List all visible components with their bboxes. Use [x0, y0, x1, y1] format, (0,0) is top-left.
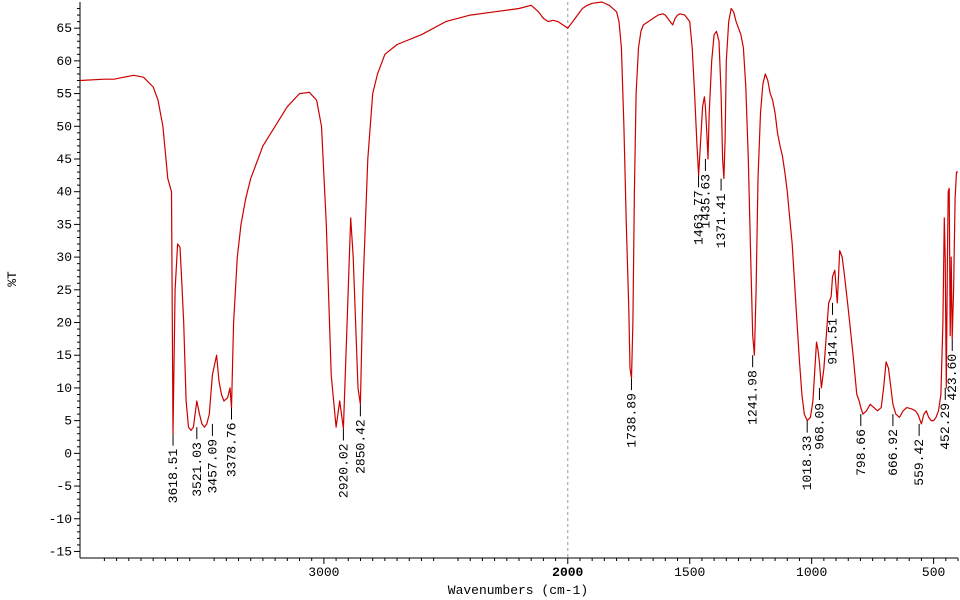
y-tick-label: -10: [49, 512, 72, 527]
y-tick-label: 0: [64, 446, 72, 461]
y-tick-label: 5: [64, 414, 72, 429]
x-axis-ticks: 3000 2000 1500 1000 500: [103, 558, 959, 580]
y-tick-label: 35: [56, 217, 72, 232]
y-tick-label: 50: [56, 119, 72, 134]
peak-label: 3457.09: [205, 439, 220, 494]
peak-label: 2920.02: [336, 443, 351, 498]
y-tick-label: 20: [56, 316, 72, 331]
peak-label: 1241.98: [746, 370, 761, 425]
y-axis-ticks: -15 -10 -5 0 5 10 15 20 25 30 35 40 45 50 55 60 65: [49, 8, 80, 559]
y-tick-label: 60: [56, 54, 72, 69]
y-tick-label: 30: [56, 250, 72, 265]
peak-label: 1018.33: [800, 436, 815, 491]
y-tick-label: 65: [56, 21, 72, 36]
y-tick-label: -5: [56, 479, 72, 494]
peak-label: 559.42: [912, 439, 927, 486]
peak-label: 968.09: [812, 403, 827, 450]
peak-label: 1435.63: [698, 174, 713, 229]
x-tick-label: 500: [922, 565, 945, 580]
peak-label: 3618.51: [166, 449, 181, 504]
y-tick-label: 10: [56, 381, 72, 396]
peak-label: 1371.41: [714, 193, 729, 248]
peak-label: 1738.89: [624, 393, 639, 448]
x-tick-label: 2000: [552, 565, 583, 580]
x-tick-label: 1500: [674, 565, 705, 580]
peak-label: 1463.77: [692, 190, 707, 245]
x-axis-title: Wavenumbers (cm-1): [448, 583, 588, 598]
peak-label: 3378.76: [225, 423, 240, 478]
x-tick-label: 1000: [796, 565, 827, 580]
y-tick-label: 40: [56, 185, 72, 200]
y-tick-label: 55: [56, 87, 72, 102]
peak-label: 798.66: [854, 429, 869, 476]
peak-label: 423.60: [945, 354, 960, 401]
x-tick-label: 3000: [308, 565, 339, 580]
peak-markers: [172, 158, 953, 446]
peak-label: 3521.03: [190, 442, 205, 497]
y-tick-label: 25: [56, 283, 72, 298]
spectrum-line: [79, 1, 958, 435]
y-tick-label: -15: [49, 544, 72, 559]
y-tick-label: 45: [56, 152, 72, 167]
y-axis-title: %T: [5, 271, 20, 287]
peak-label: 914.51: [826, 318, 841, 365]
peak-label: 452.29: [938, 403, 953, 450]
peak-labels: 3618.51 3521.03 3457.09 3378.76 2920.02 2850.…: [166, 174, 960, 503]
peak-label: 666.92: [886, 429, 901, 476]
peak-label: 2850.42: [353, 419, 368, 474]
y-tick-label: 15: [56, 348, 72, 363]
